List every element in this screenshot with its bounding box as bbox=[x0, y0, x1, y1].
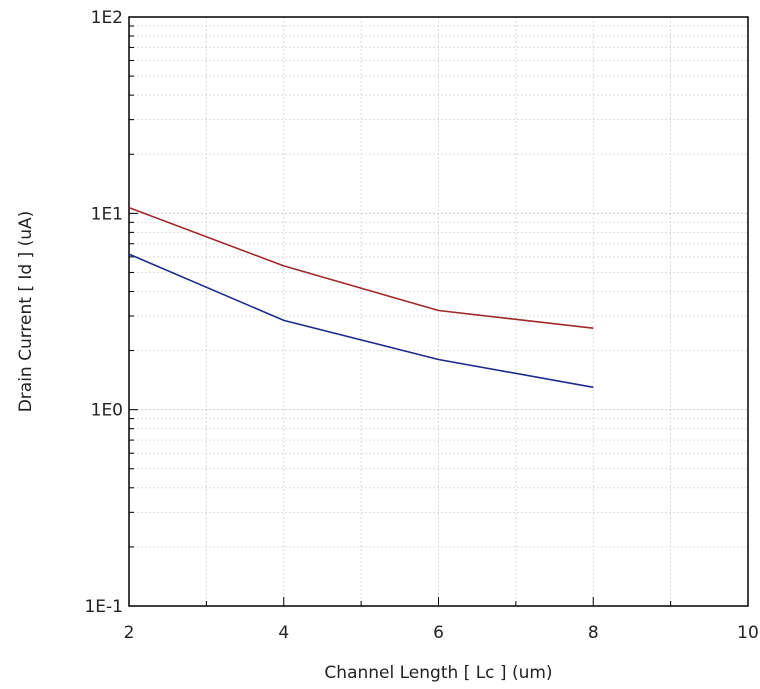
x-tick-label: 6 bbox=[433, 623, 444, 643]
x-tick-label: 2 bbox=[124, 623, 135, 643]
series-line-2 bbox=[128, 253, 594, 389]
grid bbox=[129, 17, 748, 606]
series-lines bbox=[128, 206, 594, 389]
x-axis-title: Channel Length [ Lc ] (um) bbox=[324, 663, 552, 683]
y-axis-title: Drain Current [ Id ] (uA) bbox=[16, 211, 36, 413]
series-line-1 bbox=[128, 206, 594, 329]
y-tick-label: 1E2 bbox=[91, 8, 123, 28]
tick-labels: 2 4 6 8 10 1E-1 1E0 1E1 1E2 bbox=[84, 8, 758, 643]
y-tick-label: 1E0 bbox=[91, 401, 123, 421]
axis-ticks bbox=[129, 25, 672, 606]
y-tick-label: 1E-1 bbox=[84, 597, 123, 617]
x-tick-label: 4 bbox=[278, 623, 289, 643]
y-tick-label: 1E1 bbox=[91, 204, 123, 224]
x-tick-label: 10 bbox=[737, 623, 759, 643]
x-tick-label: 8 bbox=[588, 623, 599, 643]
